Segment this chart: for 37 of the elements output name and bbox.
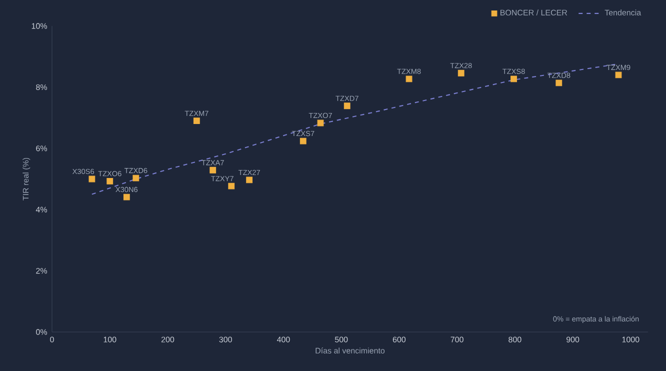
y-axis-title: TIR real (%) — [22, 158, 30, 200]
point — [106, 178, 114, 184]
x-tick-label: 200 — [161, 336, 174, 342]
point — [88, 176, 96, 182]
point — [510, 76, 517, 82]
y-tick-label: 2% — [36, 268, 48, 274]
point — [132, 174, 140, 182]
y-tick-label: 4% — [36, 206, 48, 212]
point — [246, 176, 253, 184]
x-tick-label: 600 — [392, 336, 406, 342]
x-tick-label: 100 — [104, 336, 116, 342]
y-tick-label: 6% — [36, 146, 48, 152]
point — [228, 182, 235, 190]
x-tick-label: 0 — [50, 336, 54, 342]
x-tick-label: 900 — [566, 336, 580, 342]
x-tick-label: 700 — [450, 336, 464, 342]
x-tick-label: 800 — [508, 336, 522, 342]
point — [193, 118, 200, 124]
point — [300, 138, 306, 144]
point — [344, 102, 350, 110]
point — [210, 166, 216, 174]
y-tick-label: 0% — [36, 329, 48, 335]
x-tick-label: 1000 — [622, 336, 640, 342]
point — [317, 120, 324, 126]
point — [123, 194, 130, 200]
x-tick-label: 300 — [219, 336, 232, 342]
y-tick-label: 10% — [32, 23, 48, 29]
point — [556, 80, 562, 86]
point — [458, 70, 464, 76]
legend-label: BONCER / LECER — [500, 10, 568, 16]
x-tick-label: 400 — [276, 336, 290, 342]
x-axis-title: Días al vencimiento — [316, 348, 385, 354]
legend-label: Tendencia — [604, 10, 642, 16]
point — [615, 72, 622, 78]
x-tick-label: 500 — [334, 336, 348, 342]
point — [406, 76, 412, 82]
y-tick-label: 8% — [36, 84, 48, 90]
